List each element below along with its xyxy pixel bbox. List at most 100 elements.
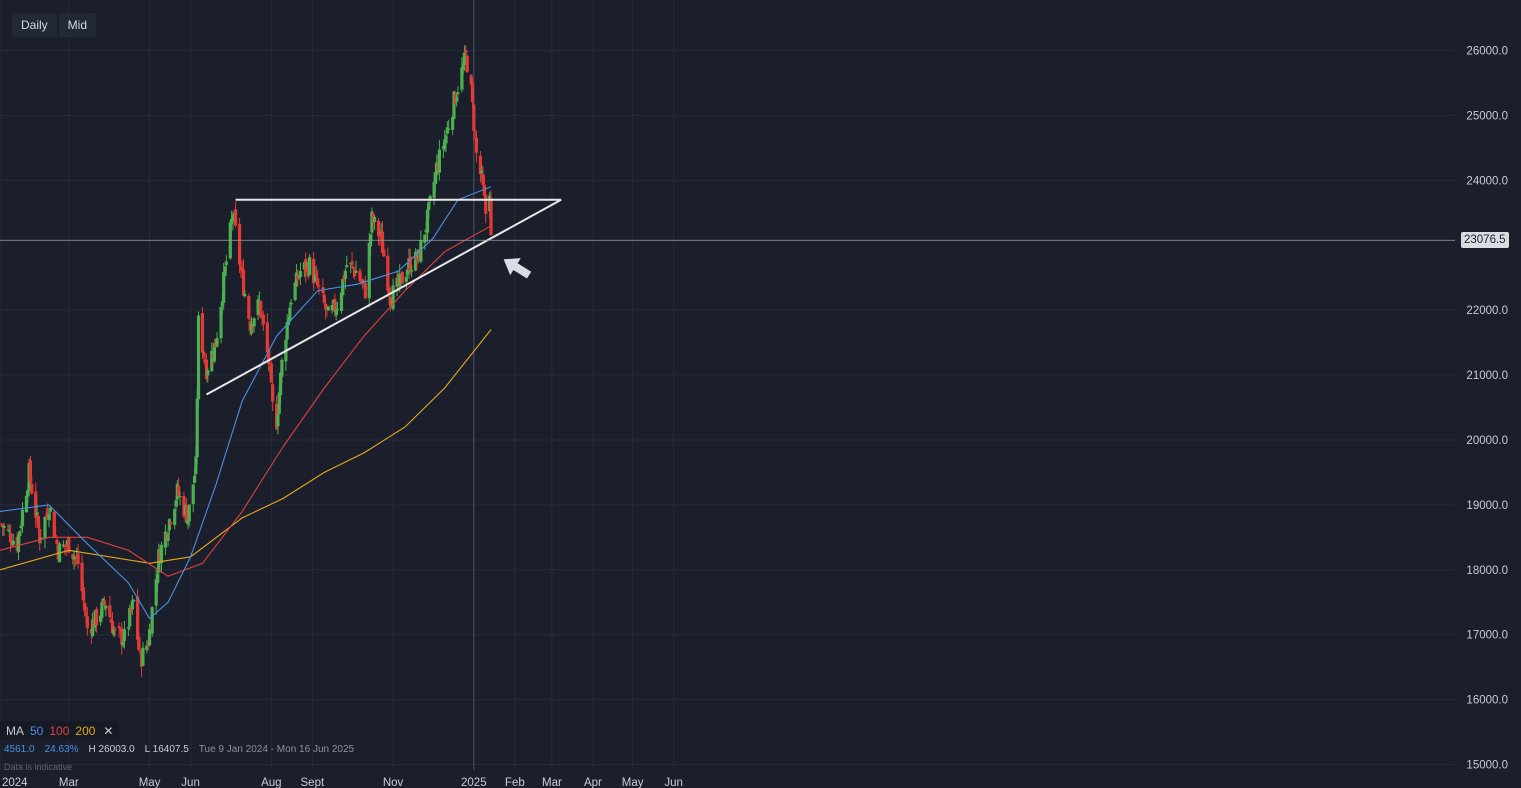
- candle-up: [277, 392, 281, 414]
- candle-up: [48, 508, 52, 512]
- candle-up: [26, 489, 30, 497]
- candle-up: [155, 574, 160, 584]
- candle-down: [361, 279, 365, 283]
- candle-up: [100, 602, 104, 619]
- candle-down: [333, 298, 337, 312]
- candle-up: [326, 306, 330, 311]
- x-tick-label: May: [139, 777, 161, 788]
- candle-down: [350, 261, 354, 265]
- ma-100-period[interactable]: 100: [49, 723, 70, 738]
- candle-up: [285, 321, 289, 340]
- candle-up: [147, 628, 152, 646]
- candle-up: [173, 509, 177, 526]
- interval-button[interactable]: Daily: [12, 13, 57, 37]
- candle-up: [210, 350, 214, 372]
- candle-up: [289, 302, 293, 305]
- candle-up: [122, 629, 127, 642]
- candle-down: [271, 384, 275, 402]
- candle-up: [339, 292, 344, 312]
- candle-up: [39, 537, 43, 540]
- candle-down: [55, 540, 59, 544]
- candle-up: [423, 234, 427, 243]
- candle-down: [81, 587, 85, 600]
- ma-200-period[interactable]: 200: [75, 723, 96, 738]
- ma-50-line: [0, 186, 492, 620]
- annotation-arrow: [503, 258, 532, 279]
- candle-down: [185, 505, 189, 523]
- candle-down: [472, 104, 476, 131]
- candle-up: [174, 500, 178, 507]
- candle-up: [191, 484, 195, 505]
- candle-up: [18, 531, 22, 537]
- ma-legend-label: MA: [6, 723, 24, 738]
- change-percent: 24.63%: [44, 744, 79, 755]
- candle-up: [215, 338, 219, 347]
- candle-up: [2, 525, 6, 528]
- candle-up: [437, 149, 442, 173]
- candle-up: [159, 544, 164, 564]
- candle-up: [166, 533, 170, 541]
- candle-up: [452, 91, 456, 119]
- candle-down: [351, 266, 355, 269]
- candle-down: [388, 297, 393, 307]
- x-tick-label: Apr: [584, 777, 602, 788]
- candle-down: [312, 258, 316, 284]
- candle-up: [104, 605, 108, 609]
- candle-up: [410, 270, 414, 272]
- candle-down: [233, 209, 238, 226]
- candle-down: [478, 155, 483, 175]
- x-tick-label: Mar: [59, 777, 79, 788]
- candle-up: [187, 504, 191, 522]
- candle-up: [444, 135, 448, 144]
- price-type-button[interactable]: Mid: [58, 13, 97, 37]
- candle-up: [24, 495, 29, 513]
- candle-down: [177, 485, 181, 496]
- candle-up: [154, 579, 158, 606]
- candle-down: [34, 491, 38, 518]
- candle-up: [398, 273, 402, 286]
- candle-up: [278, 372, 283, 396]
- candle-down: [138, 651, 142, 653]
- candle-up: [443, 139, 447, 150]
- candle-up: [462, 52, 467, 65]
- candle-up: [163, 531, 168, 548]
- candle-up: [11, 540, 15, 545]
- candle-down: [378, 233, 382, 237]
- candle-down: [64, 544, 68, 547]
- candle-down: [314, 273, 318, 276]
- candle-up: [313, 273, 317, 282]
- candle-down: [484, 194, 488, 214]
- candle-down: [237, 223, 242, 265]
- candle-up: [308, 257, 312, 275]
- candle-down: [36, 515, 40, 529]
- candle-down: [489, 198, 493, 236]
- candle-up: [195, 398, 199, 458]
- x-tick-label: Mar: [542, 777, 562, 788]
- candle-up: [372, 216, 377, 223]
- candle-down: [28, 460, 33, 482]
- candle-up: [456, 92, 460, 95]
- candle-up: [286, 318, 291, 325]
- candle-up: [126, 627, 130, 629]
- x-tick-label: Nov: [383, 777, 404, 788]
- ma-50-period[interactable]: 50: [30, 723, 44, 738]
- candle-up: [196, 315, 201, 400]
- candle-up: [404, 277, 408, 282]
- candle-down: [464, 50, 468, 53]
- candle-down: [259, 301, 263, 318]
- candle-down: [117, 626, 121, 629]
- candle-down: [137, 636, 141, 651]
- candle-down: [317, 285, 321, 287]
- y-tick-label: 19000.0: [1466, 500, 1508, 512]
- range-dates: Tue 9 Jan 2024 - Mon 16 Jun 2025: [198, 744, 355, 755]
- candle-down: [113, 629, 117, 631]
- candle-down: [482, 184, 487, 196]
- x-tick-label: Jun: [181, 777, 200, 788]
- candle-down: [322, 294, 326, 303]
- candle-down: [316, 278, 320, 286]
- close-icon[interactable]: ✕: [103, 723, 114, 738]
- y-tick-label: 16000.0: [1466, 695, 1508, 707]
- candle-up: [298, 270, 303, 278]
